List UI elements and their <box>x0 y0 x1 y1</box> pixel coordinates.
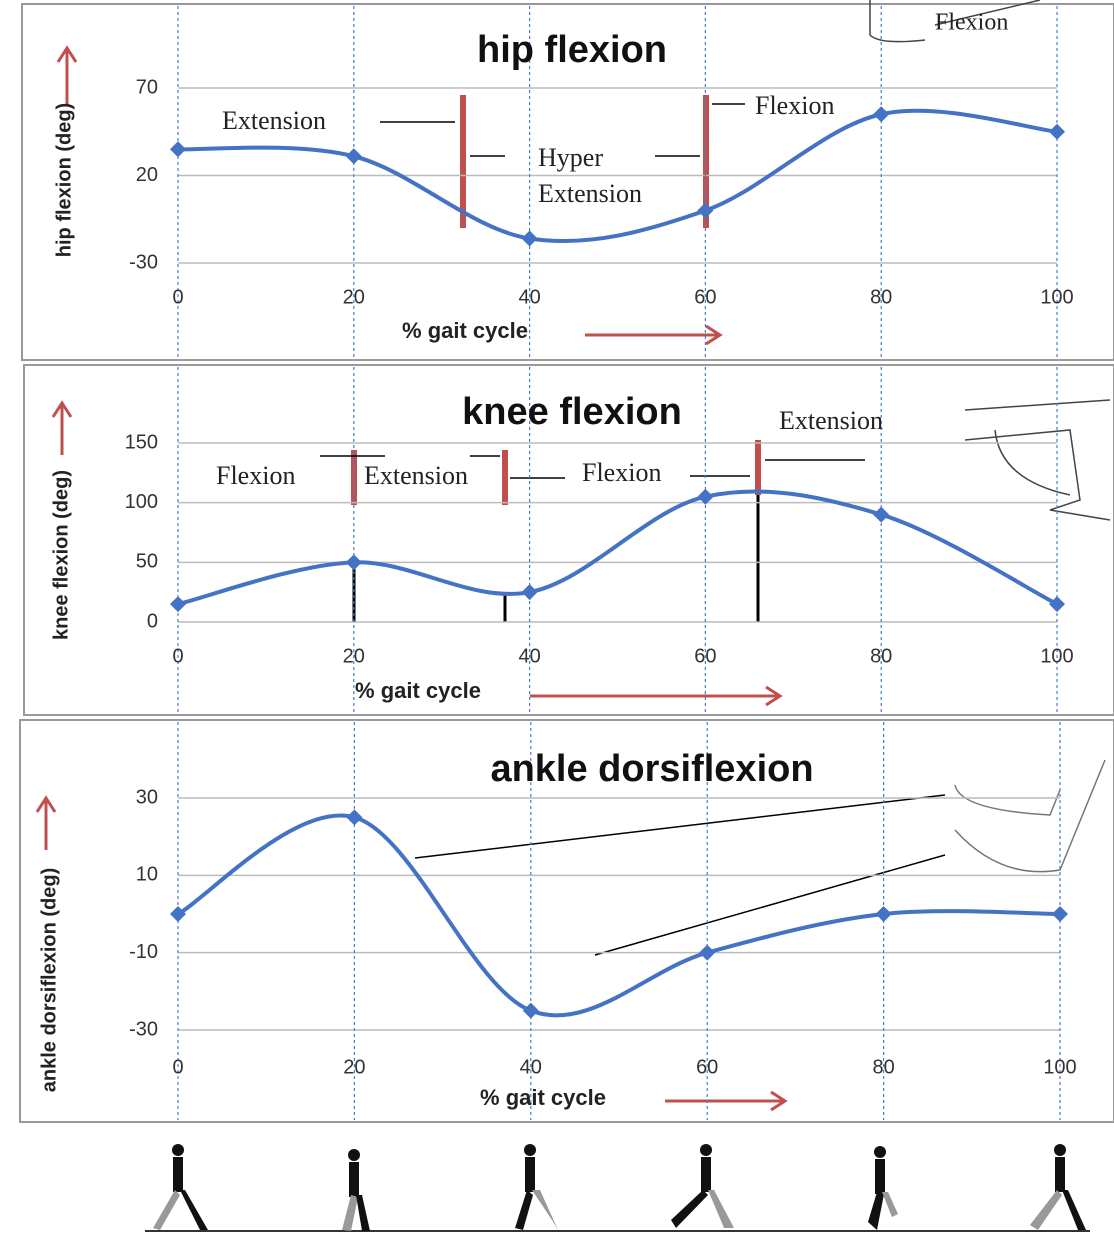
x-tick-label: 0 <box>172 1056 183 1078</box>
annotation: Flexion <box>216 461 295 490</box>
x-axis-label: % gait cycle <box>355 678 481 703</box>
data-point <box>345 554 362 571</box>
data-point <box>1049 123 1065 140</box>
knee-panel <box>23 364 1114 716</box>
y-tick-label: -30 <box>129 251 158 273</box>
x-tick-label: 40 <box>518 645 540 667</box>
data-point <box>521 584 538 601</box>
x-tick-label: 100 <box>1040 645 1073 667</box>
hip-panel <box>21 3 1114 361</box>
cropped-label: Flexion <box>935 10 1008 36</box>
y-tick-label: 20 <box>136 164 158 186</box>
x-tick-label: 40 <box>520 1056 542 1078</box>
annotation: Flexion <box>582 458 661 487</box>
data-point <box>345 148 362 165</box>
chart-title: ankle dorsiflexion <box>490 748 813 790</box>
x-tick-label: 20 <box>343 1056 365 1078</box>
y-axis-label: hip flexion (deg) <box>53 103 75 257</box>
annotation: Extension <box>538 179 642 208</box>
chart-title: hip flexion <box>477 29 667 71</box>
x-axis-label: % gait cycle <box>402 318 528 343</box>
data-point <box>346 809 363 826</box>
data-point <box>1052 906 1068 922</box>
annotation: Extension <box>222 106 326 135</box>
x-tick-label: 60 <box>694 286 716 308</box>
y-tick-label: 0 <box>147 610 158 632</box>
x-tick-label: 80 <box>870 286 892 308</box>
direction-arrows <box>35 45 788 1112</box>
x-tick-label: 80 <box>870 645 892 667</box>
x-tick-label: 60 <box>696 1056 718 1078</box>
data-point <box>170 596 186 613</box>
x-tick-label: 40 <box>518 286 540 308</box>
y-tick-label: 100 <box>125 491 158 513</box>
annotation-arrows <box>320 103 946 956</box>
chart-title: knee flexion <box>462 391 682 433</box>
y-axis-label: knee flexion (deg) <box>50 470 72 640</box>
data-point <box>875 906 892 922</box>
x-tick-label: 0 <box>172 286 183 308</box>
data-line <box>177 108 1058 244</box>
x-tick-label: 100 <box>1040 286 1073 308</box>
data-point <box>170 906 186 922</box>
y-tick-label: 50 <box>136 551 158 573</box>
y-tick-label: -10 <box>129 941 158 963</box>
data-point <box>873 106 890 123</box>
data-point <box>873 506 890 523</box>
x-tick-label: 100 <box>1043 1056 1076 1078</box>
y-axis-label: ankle dorsiflexion (deg) <box>38 868 60 1092</box>
walking-figures <box>145 1144 1090 1232</box>
data-point <box>699 944 716 961</box>
data-point <box>522 1002 539 1019</box>
x-tick-label: 80 <box>872 1056 894 1078</box>
data-point <box>170 141 186 158</box>
x-tick-label: 20 <box>343 645 365 667</box>
x-tick-label: 0 <box>172 645 183 667</box>
data-point <box>1049 596 1065 613</box>
annotation: Extension <box>364 461 468 490</box>
y-tick-label: -30 <box>129 1018 158 1040</box>
y-tick-label: 10 <box>136 864 158 886</box>
y-tick-label: 30 <box>136 786 158 808</box>
phase-ticks <box>352 495 760 622</box>
leg-sketches <box>869 0 1111 873</box>
annotation: Extension <box>779 406 883 435</box>
x-tick-label: 20 <box>343 286 365 308</box>
y-tick-label: 150 <box>125 431 158 453</box>
x-axis-label: % gait cycle <box>480 1085 606 1110</box>
data-point <box>521 230 538 247</box>
data-point <box>697 202 714 219</box>
annotation: Hyper <box>538 143 603 172</box>
y-tick-label: 70 <box>136 76 158 98</box>
data-line <box>177 489 1058 607</box>
data-point <box>697 488 714 505</box>
ankle-panel <box>19 719 1114 1123</box>
annotation: Flexion <box>755 91 834 120</box>
x-tick-label: 60 <box>694 645 716 667</box>
